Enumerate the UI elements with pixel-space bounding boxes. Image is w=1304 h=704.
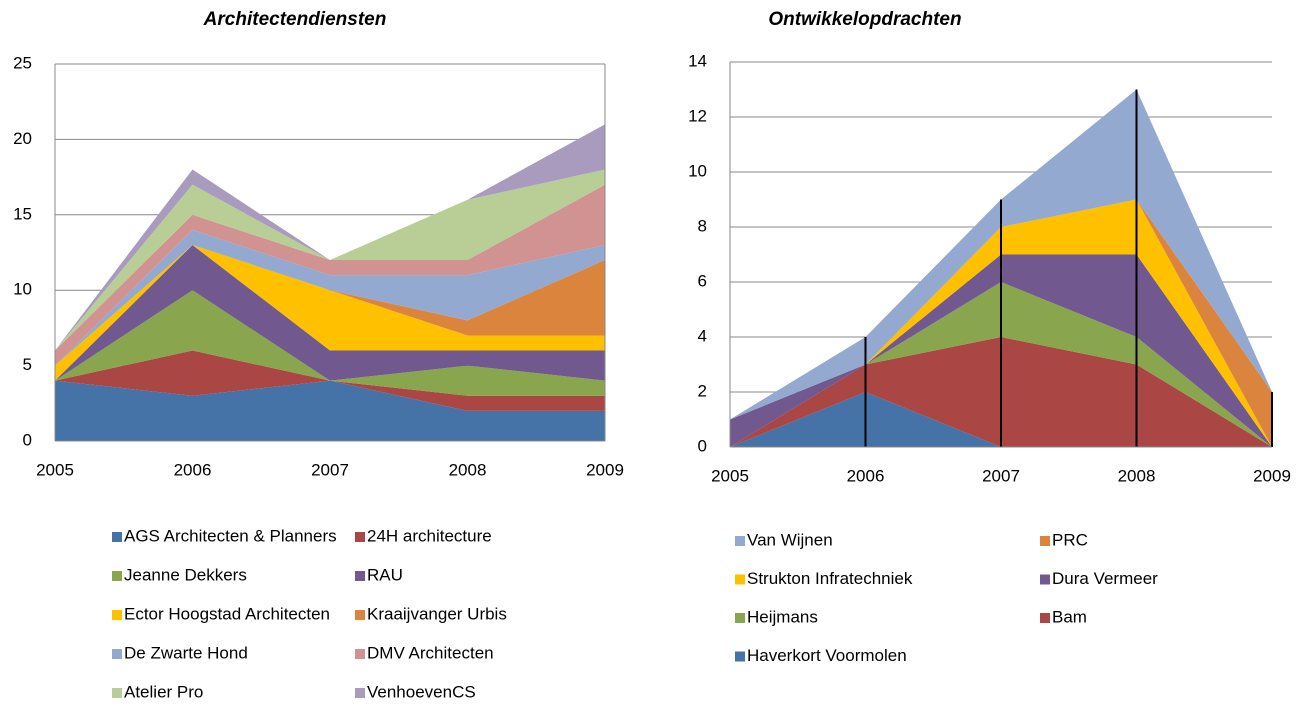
x-tick-label: 2009 (1253, 466, 1291, 485)
y-tick-label: 25 (13, 53, 32, 72)
legend-swatch (355, 571, 365, 581)
x-tick-label: 2006 (847, 466, 885, 485)
y-tick-label: 15 (13, 204, 32, 223)
area (55, 184, 605, 366)
legend-swatch (1040, 574, 1050, 585)
legend-label: De Zwarte Hond (124, 643, 248, 662)
legend-label: PRC (1052, 530, 1088, 549)
y-tick-label: 4 (698, 326, 707, 345)
legend-swatch (1040, 536, 1050, 546)
legend-label: Strukton Infratechniek (747, 569, 913, 588)
y-tick-label: 2 (698, 381, 707, 400)
area (55, 229, 605, 366)
chart-title: Architectendiensten (203, 9, 387, 30)
legend-swatch (112, 610, 122, 620)
legend-label: AGS Architecten & Planners (124, 526, 337, 545)
legend-swatch (355, 688, 365, 698)
area (55, 244, 605, 381)
legend-label: Atelier Pro (124, 682, 203, 701)
x-tick-label: 2008 (449, 460, 487, 479)
legend-swatch (355, 532, 365, 542)
legend-label: Haverkort Voormolen (747, 646, 907, 665)
y-tick-label: 8 (698, 216, 707, 235)
y-tick-label: 10 (13, 280, 32, 299)
legend-swatch (735, 613, 745, 623)
legend-label: DMV Architecten (367, 643, 494, 662)
legend-swatch (112, 571, 122, 581)
legend-swatch (1040, 613, 1050, 623)
y-tick-label: 12 (688, 106, 707, 125)
area (55, 244, 605, 381)
x-tick-label: 2006 (174, 460, 212, 479)
legend-label: RAU (367, 565, 403, 584)
legend-label: VenhoevenCS (367, 682, 476, 701)
legend-label: Kraaijvanger Urbis (367, 604, 507, 623)
area (55, 169, 605, 351)
y-tick-label: 6 (698, 271, 707, 290)
legend-label: Heijmans (747, 607, 818, 626)
legend-label: Ector Hoogstad Architecten (124, 604, 330, 623)
area (55, 290, 605, 396)
x-tick-label: 2008 (1118, 466, 1156, 485)
x-tick-label: 2005 (711, 466, 749, 485)
legend-swatch (355, 649, 365, 659)
x-tick-label: 2007 (982, 466, 1020, 485)
legend-swatch (735, 536, 745, 546)
legend-label: Van Wijnen (747, 530, 833, 549)
legend-label: Dura Vermeer (1052, 569, 1158, 588)
legend-swatch (112, 532, 122, 542)
x-tick-label: 2005 (36, 460, 74, 479)
y-tick-label: 0 (698, 436, 707, 455)
y-tick-label: 10 (688, 161, 707, 180)
area (55, 244, 605, 366)
legend-label: Bam (1052, 607, 1087, 626)
legend-swatch (355, 610, 365, 620)
legend-swatch (112, 649, 122, 659)
y-tick-label: 5 (23, 355, 32, 374)
legend-swatch (112, 688, 122, 698)
legend-label: Jeanne Dekkers (124, 565, 247, 584)
x-tick-label: 2009 (586, 460, 624, 479)
chart-title: Ontwikkelopdrachten (768, 9, 961, 30)
y-tick-label: 20 (13, 129, 32, 148)
x-tick-label: 2007 (311, 460, 349, 479)
legend-swatch (735, 651, 745, 662)
area (55, 124, 605, 351)
legend-label: 24H architecture (367, 526, 492, 545)
y-tick-label: 0 (23, 430, 32, 449)
legend-swatch (735, 574, 745, 585)
y-tick-label: 14 (688, 51, 707, 70)
